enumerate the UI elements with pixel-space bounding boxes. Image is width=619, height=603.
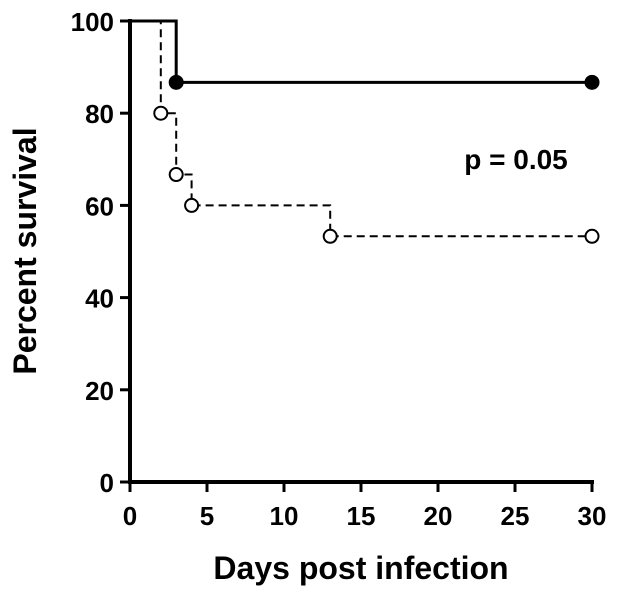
series-2-marker (184, 197, 200, 213)
series-2-marker (153, 105, 169, 121)
y-tick-label: 100 (71, 7, 114, 37)
series-layer (130, 19, 600, 244)
x-axis-label: Days post infection (213, 550, 508, 586)
y-tick-label: 0 (100, 468, 114, 498)
y-tick-label: 20 (85, 376, 114, 406)
x-tick-label: 0 (123, 501, 137, 531)
series-1-line (130, 19, 592, 84)
x-tick-label: 20 (424, 501, 453, 531)
y-tick-label: 80 (85, 99, 114, 129)
y-axis-label: Percent survival (7, 127, 43, 374)
text-layer: Percent survival Days post infection p =… (7, 127, 568, 586)
x-tick-label: 5 (200, 501, 214, 531)
series-2-marker (322, 228, 338, 244)
axes-layer: 0 5 10 15 20 25 30 0 20 40 60 80 100 (71, 7, 607, 531)
series-1-marker (168, 74, 184, 90)
series-2-marker (584, 228, 600, 244)
x-tick-label: 10 (270, 501, 299, 531)
series-1-marker (584, 74, 600, 90)
series-2-marker (168, 167, 184, 183)
x-tick-label: 25 (501, 501, 530, 531)
y-tick-label: 40 (85, 284, 114, 314)
y-tick-label: 60 (85, 191, 114, 221)
p-value-annotation: p = 0.05 (464, 144, 568, 175)
x-tick-label: 30 (578, 501, 607, 531)
series-2-line (130, 20, 592, 238)
x-tick-label: 15 (347, 501, 376, 531)
